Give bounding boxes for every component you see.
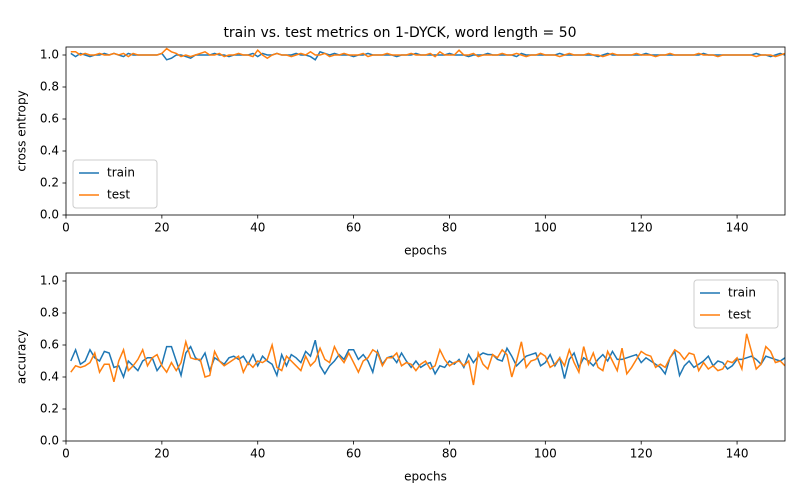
legend-label: train <box>728 286 756 300</box>
legend-box <box>72 159 158 209</box>
axes: 0 20 40 60 80 100 120 140 0.0 0.2 0.4 0.6 0.8 1.0 epoc… <box>15 46 786 258</box>
axes-frame <box>65 46 786 216</box>
y-tick-label: 0.8 <box>40 80 59 94</box>
y-tick-label: 0.0 <box>40 434 59 448</box>
x-tick-label: 140 <box>726 221 749 235</box>
y-tick-label: 0.6 <box>40 112 59 126</box>
legend-label: test <box>728 308 751 322</box>
series-line <box>70 333 785 386</box>
y-tick-label: 0.2 <box>40 176 59 190</box>
axes-frame <box>65 272 786 442</box>
x-tick-label: 20 <box>154 221 169 235</box>
y-tick-label: 0.4 <box>40 370 59 384</box>
legend-label: train <box>107 166 135 180</box>
x-tick-label: 40 <box>250 221 265 235</box>
x-tick-label: 40 <box>250 447 265 461</box>
x-tick-label: 120 <box>630 221 653 235</box>
y-tick-label: 0.4 <box>40 144 59 158</box>
x-tick-label: 0 <box>62 221 70 235</box>
x-tick-label: 80 <box>442 447 457 461</box>
y-tick-label: 0.0 <box>40 208 59 222</box>
x-tick-label: 100 <box>534 221 557 235</box>
legend-label: test <box>107 188 130 202</box>
y-tick-label: 1.0 <box>40 48 59 62</box>
x-tick-label: 80 <box>442 221 457 235</box>
y-tick-label: 1.0 <box>40 274 59 288</box>
x-tick-label: 0 <box>62 447 70 461</box>
y-axis-label: cross entropy <box>15 90 29 171</box>
x-tick-label: 60 <box>346 447 361 461</box>
series-line <box>70 47 785 60</box>
x-axis-label: epochs <box>404 244 447 258</box>
x-axis-label: epochs <box>404 470 447 484</box>
y-tick-label: 0.2 <box>40 402 59 416</box>
y-axis-label: accuracy <box>15 330 29 384</box>
legend: train test <box>693 279 779 329</box>
x-tick-label: 120 <box>630 447 653 461</box>
figure-title: train vs. test metrics on 1-DYCK, word l… <box>223 25 576 41</box>
y-tick-label: 0.8 <box>40 306 59 320</box>
x-tick-label: 20 <box>154 447 169 461</box>
legend: train test <box>72 159 158 209</box>
y-tick-label: 0.6 <box>40 338 59 352</box>
axes: 0 20 40 60 80 100 120 140 0.0 0.2 0.4 0.6 0.8 1.0 epoc… <box>15 272 786 484</box>
x-tick-label: 60 <box>346 221 361 235</box>
series-line <box>70 339 785 380</box>
legend-box <box>693 279 779 329</box>
x-tick-label: 140 <box>726 447 749 461</box>
x-tick-label: 100 <box>534 447 557 461</box>
